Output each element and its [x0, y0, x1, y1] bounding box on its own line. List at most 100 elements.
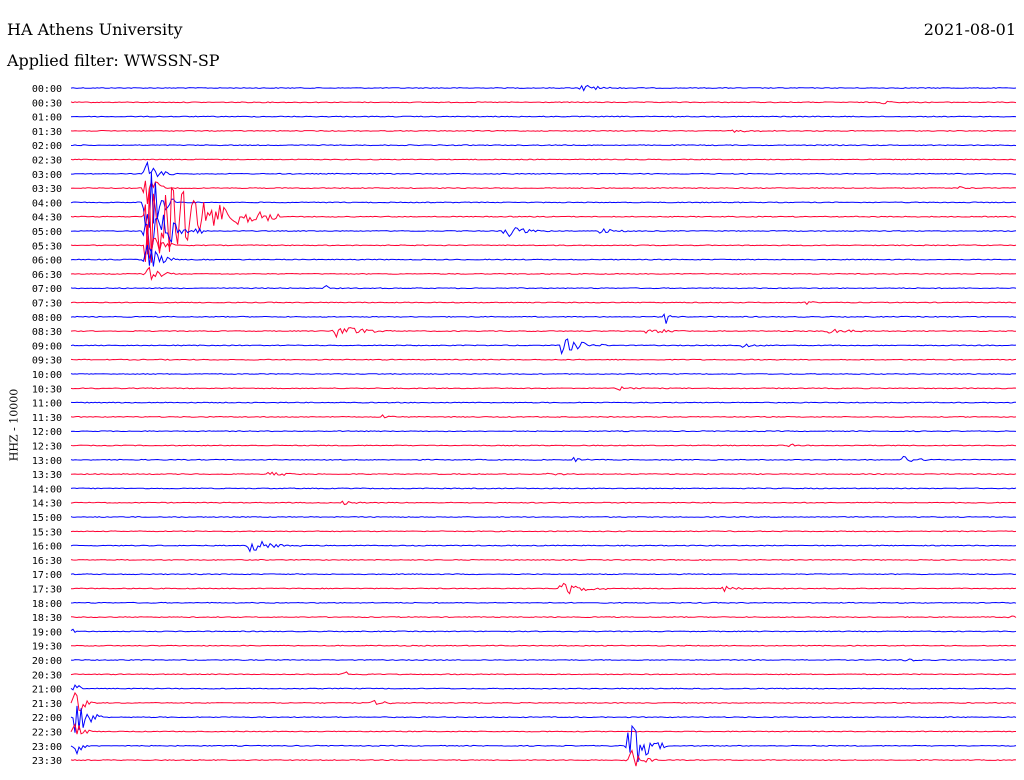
tick-label-0130: 01:30 [32, 127, 62, 138]
trace-1830 [70, 615, 1017, 619]
tick-label-0900: 09:00 [32, 341, 62, 352]
trace-2300 [70, 724, 1017, 762]
trace-1900 [70, 628, 1017, 633]
trace-1230 [70, 443, 1017, 448]
tick-label-0330: 03:30 [32, 184, 62, 195]
trace-1300 [70, 455, 1017, 463]
trace-1400 [70, 487, 1017, 490]
tick-label-1830: 18:30 [32, 613, 62, 624]
tick-label-0700: 07:00 [32, 284, 62, 295]
trace-0700 [70, 284, 1017, 290]
tick-label-1930: 19:30 [32, 642, 62, 653]
tick-label-0600: 06:00 [32, 256, 62, 267]
tick-label-0100: 01:00 [32, 113, 62, 124]
trace-1600 [70, 540, 1017, 553]
trace-1730 [71, 582, 1017, 595]
trace-1130 [70, 414, 1017, 419]
tick-label-1000: 10:00 [32, 370, 62, 381]
tick-label-1630: 16:30 [32, 556, 62, 567]
trace-0530 [70, 224, 1017, 262]
trace-0430 [70, 186, 1017, 263]
tick-label-1400: 14:00 [32, 484, 62, 495]
tick-label-0300: 03:00 [32, 170, 62, 181]
trace-2030 [70, 671, 1017, 676]
tick-label-2200: 22:00 [32, 713, 62, 724]
tick-label-1100: 11:00 [32, 399, 62, 410]
trace-1630 [70, 558, 1017, 561]
tick-label-1700: 17:00 [32, 570, 62, 581]
tick-label-0430: 04:30 [32, 213, 62, 224]
trace-1700 [70, 573, 1017, 576]
tick-label-1430: 14:30 [32, 499, 62, 510]
trace-2130 [70, 691, 1017, 712]
trace-0330 [70, 180, 1017, 204]
trace-0900 [70, 338, 1017, 356]
tick-label-2000: 20:00 [32, 656, 62, 667]
tick-label-0400: 04:00 [32, 198, 62, 209]
tick-label-1600: 16:00 [32, 542, 62, 553]
tick-label-1230: 12:30 [32, 442, 62, 453]
tick-label-1030: 10:30 [32, 384, 62, 395]
station-title: HA Athens University [7, 20, 183, 39]
trace-0000 [70, 84, 1017, 92]
tick-label-2100: 21:00 [32, 685, 62, 696]
trace-1000 [70, 373, 1017, 375]
tick-label-0000: 00:00 [32, 84, 62, 95]
trace-0400 [70, 172, 1017, 228]
trace-2330 [70, 749, 1017, 767]
tick-label-0800: 08:00 [32, 313, 62, 324]
tick-label-1530: 15:30 [32, 527, 62, 538]
tick-label-1500: 15:00 [32, 513, 62, 524]
tick-label-0200: 02:00 [32, 141, 62, 152]
tick-label-0030: 00:30 [32, 98, 62, 109]
tick-label-1300: 13:00 [32, 456, 62, 467]
tick-label-0830: 08:30 [32, 327, 62, 338]
trace-0730 [70, 301, 1017, 306]
trace-1500 [70, 516, 1017, 518]
filter-label: Applied filter: WWSSN-SP [7, 51, 220, 70]
trace-2100 [70, 684, 1016, 691]
tick-label-1730: 17:30 [32, 585, 62, 596]
trace-0100 [70, 115, 1017, 118]
trace-1930 [70, 644, 1016, 647]
date-label: 2021-08-01 [923, 20, 1016, 39]
tick-label-0530: 05:30 [32, 241, 62, 252]
trace-0800 [70, 313, 1016, 324]
tick-label-2300: 23:00 [32, 742, 62, 753]
trace-1030 [70, 386, 1017, 391]
tick-label-0730: 07:30 [32, 299, 62, 310]
tick-label-2330: 23:30 [32, 756, 62, 767]
tick-label-2130: 21:30 [32, 699, 62, 710]
tick-label-2030: 20:30 [32, 670, 62, 681]
trace-0130 [70, 129, 1017, 134]
trace-0300 [71, 160, 1016, 178]
trace-0030 [70, 100, 1017, 105]
tick-label-0230: 02:30 [32, 156, 62, 167]
trace-1530 [70, 530, 1017, 533]
tick-label-2230: 22:30 [32, 728, 62, 739]
trace-1200 [70, 430, 1017, 433]
tick-label-1130: 11:30 [32, 413, 62, 424]
trace-1100 [70, 401, 1016, 404]
trace-1800 [70, 601, 1017, 604]
trace-0230 [70, 158, 1017, 161]
trace-0930 [70, 358, 1017, 361]
trace-2200 [70, 705, 1017, 733]
trace-2000 [70, 658, 1017, 662]
trace-1430 [70, 500, 1017, 506]
trace-1330 [70, 471, 1017, 477]
trace-0200 [70, 144, 1017, 147]
trace-2230 [70, 722, 1016, 735]
tick-label-0630: 06:30 [32, 270, 62, 281]
tick-label-0930: 09:30 [32, 356, 62, 367]
tick-label-1330: 13:30 [32, 470, 62, 481]
tick-label-0500: 05:00 [32, 227, 62, 238]
trace-0830 [70, 327, 1016, 339]
tick-label-1800: 18:00 [32, 599, 62, 610]
trace-0630 [70, 266, 1017, 282]
tick-label-1900: 19:00 [32, 627, 62, 638]
tick-label-1200: 12:00 [32, 427, 62, 438]
trace-0600 [70, 244, 1016, 267]
trace-0500 [70, 214, 1017, 254]
